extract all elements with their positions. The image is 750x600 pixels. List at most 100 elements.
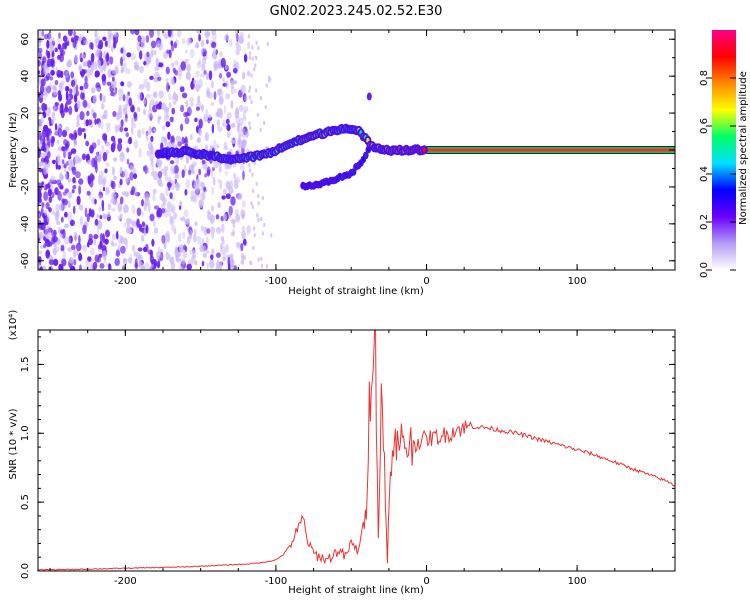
noise-dot	[115, 230, 119, 240]
noise-dot	[171, 78, 175, 86]
noise-dot	[223, 105, 227, 115]
noise-dot	[68, 30, 73, 37]
noise-dot	[127, 81, 132, 88]
noise-dot	[200, 225, 205, 232]
noise-dot	[259, 95, 263, 101]
noise-dot	[58, 93, 63, 102]
noise-dot	[251, 172, 254, 177]
noise-dot	[201, 63, 206, 71]
noise-dot	[90, 258, 94, 268]
noise-dot	[113, 157, 118, 162]
noise-dot	[217, 202, 221, 209]
noise-dot	[101, 199, 105, 209]
colorbar-tick-label: 0.2	[699, 214, 710, 230]
noise-dot	[73, 129, 78, 140]
noise-dot	[257, 193, 260, 199]
noise-dot	[64, 223, 69, 229]
noise-dot	[67, 200, 71, 209]
noise-dot	[59, 229, 65, 235]
noise-dot	[66, 99, 72, 105]
noise-dot	[225, 181, 231, 191]
noise-dot	[50, 69, 55, 76]
noise-dot	[105, 229, 110, 238]
noise-dot	[97, 43, 103, 50]
noise-dot	[193, 233, 197, 243]
noise-dot	[48, 266, 54, 270]
noise-dot	[251, 56, 254, 61]
noise-dot	[157, 76, 162, 82]
noise-dot	[218, 164, 222, 174]
noise-dot	[253, 67, 256, 72]
noise-dot	[77, 157, 82, 163]
noise-dot	[73, 259, 77, 266]
noise-dot	[249, 260, 252, 265]
noise-dot	[194, 221, 198, 227]
noise-dot	[224, 171, 229, 176]
noise-dot	[184, 58, 189, 64]
noise-dot	[122, 94, 126, 102]
x-tick-label: -100	[265, 276, 288, 287]
noise-dot	[230, 196, 236, 206]
noise-dot	[211, 167, 215, 172]
noise-dot	[177, 30, 182, 38]
noise-dot	[113, 40, 117, 49]
noise-dot	[41, 115, 44, 123]
noise-dot	[222, 76, 225, 83]
noise-dot	[162, 200, 166, 206]
noise-dot	[86, 213, 90, 223]
noise-dot	[197, 95, 201, 103]
noise-dot	[249, 125, 252, 130]
noise-dot	[43, 236, 47, 241]
noise-dot	[94, 218, 99, 226]
noise-dot	[201, 104, 204, 112]
noise-dot	[152, 193, 156, 202]
noise-dot	[65, 90, 69, 101]
noise-dot	[221, 256, 227, 261]
noise-dot	[99, 92, 103, 102]
noise-dot	[70, 219, 74, 227]
noise-dot	[43, 191, 49, 202]
noise-dot	[220, 57, 226, 68]
noise-dot	[138, 147, 142, 158]
spectrogram-x-axis-label: Height of straight line (km)	[288, 286, 424, 297]
noise-dot	[139, 50, 143, 60]
noise-dot	[82, 99, 88, 108]
noise-dot	[185, 71, 191, 81]
noise-dot	[184, 117, 190, 125]
noise-dot	[126, 147, 130, 153]
noise-dot	[119, 166, 123, 174]
noise-dot	[118, 95, 122, 101]
noise-dot	[70, 71, 75, 79]
noise-dot	[265, 83, 268, 88]
noise-dot	[225, 193, 231, 200]
noise-dot	[112, 76, 115, 82]
noise-dot	[157, 178, 163, 186]
noise-dot	[149, 265, 153, 270]
noise-dot	[54, 102, 59, 107]
noise-dot	[257, 45, 260, 51]
noise-dot	[112, 200, 118, 206]
y-tick-label: 0.5	[20, 494, 31, 510]
noise-dot	[230, 258, 235, 268]
noise-dot	[143, 60, 147, 66]
noise-dot	[199, 73, 206, 78]
noise-dot	[139, 65, 144, 74]
noise-dot	[213, 139, 217, 150]
noise-dot	[113, 175, 117, 181]
x-tick-label: 100	[568, 576, 587, 587]
noise-dot	[57, 154, 61, 162]
x-tick-label: -200	[114, 576, 137, 587]
noise-dot	[109, 56, 114, 65]
noise-dot	[76, 122, 80, 127]
noise-dot	[245, 130, 249, 138]
noise-dot	[38, 37, 42, 43]
noise-dot	[133, 123, 137, 129]
noise-dot	[248, 163, 251, 168]
noise-dot	[219, 180, 223, 190]
noise-dot	[144, 262, 150, 270]
noise-dot	[248, 85, 252, 90]
noise-dot	[65, 150, 68, 157]
noise-dot	[113, 31, 118, 38]
noise-dot	[81, 128, 86, 132]
noise-dot	[111, 180, 116, 190]
